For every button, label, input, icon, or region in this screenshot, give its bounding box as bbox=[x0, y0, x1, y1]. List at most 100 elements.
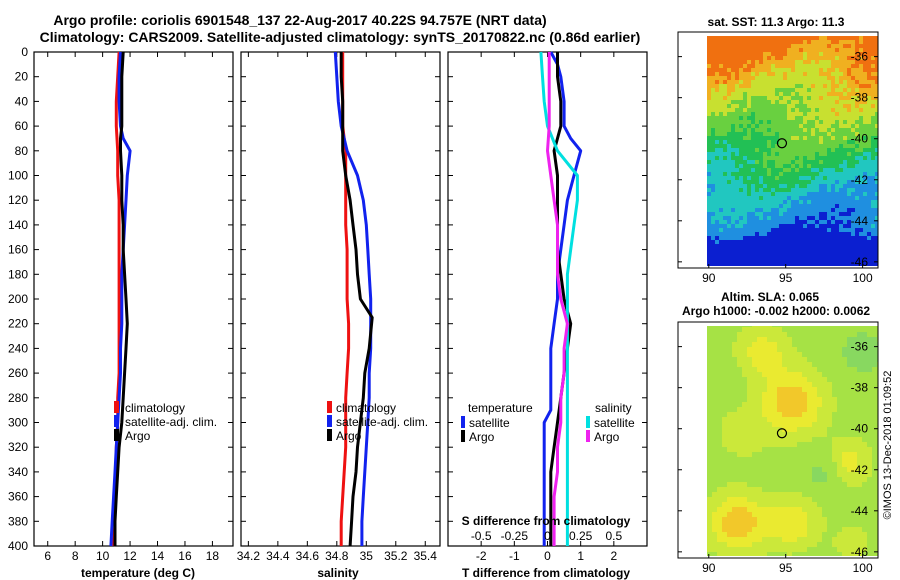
sst-cell bbox=[815, 180, 819, 184]
sst-cell bbox=[823, 228, 827, 232]
sst-cell bbox=[823, 240, 827, 244]
sla-cell bbox=[822, 377, 827, 382]
sla-cell bbox=[757, 337, 762, 342]
sla-cell bbox=[787, 397, 792, 402]
sst-cell bbox=[867, 256, 871, 260]
sst-cell bbox=[859, 264, 863, 266]
sla-cell bbox=[797, 357, 802, 362]
sst-cell bbox=[767, 48, 771, 52]
sst-cell bbox=[719, 160, 723, 164]
sst-cell bbox=[751, 260, 755, 264]
sst-cell bbox=[795, 36, 799, 40]
sst-cell bbox=[747, 108, 751, 112]
sst-cell bbox=[815, 100, 819, 104]
sst-cell bbox=[739, 192, 743, 196]
sst-cell bbox=[743, 64, 747, 68]
sla-cell bbox=[807, 342, 812, 347]
sst-cell bbox=[799, 208, 803, 212]
sst-cell bbox=[827, 232, 831, 236]
sst-cell bbox=[711, 52, 715, 56]
sla-cell bbox=[852, 347, 857, 352]
sst-cell bbox=[791, 40, 795, 44]
sla-cell bbox=[797, 352, 802, 357]
sla-cell bbox=[832, 377, 837, 382]
sst-cell bbox=[771, 252, 775, 256]
sst-cell bbox=[831, 176, 835, 180]
sst-cell bbox=[807, 208, 811, 212]
sst-cell bbox=[771, 208, 775, 212]
sst-cell bbox=[743, 196, 747, 200]
sla-cell bbox=[802, 537, 807, 542]
sla-cell bbox=[747, 502, 752, 507]
sst-cell bbox=[827, 208, 831, 212]
sla-cell bbox=[817, 507, 822, 512]
sst-cell bbox=[863, 172, 867, 176]
sla-cell bbox=[767, 372, 772, 377]
sla-cell bbox=[847, 442, 852, 447]
sst-cell bbox=[843, 80, 847, 84]
sst-cell bbox=[839, 244, 843, 248]
sst-cell bbox=[747, 56, 751, 60]
sla-cell bbox=[707, 512, 712, 517]
sst-cell bbox=[759, 180, 763, 184]
sst-cell bbox=[843, 224, 847, 228]
sla-cell bbox=[737, 472, 742, 477]
sla-cell bbox=[802, 437, 807, 442]
sst-cell bbox=[827, 96, 831, 100]
sst-cell bbox=[727, 100, 731, 104]
sla-cell bbox=[712, 477, 717, 482]
sla-cell bbox=[857, 427, 862, 432]
sst-cell bbox=[715, 68, 719, 72]
sla-cell bbox=[852, 442, 857, 447]
sla-cell bbox=[832, 327, 837, 332]
sla-cell bbox=[852, 362, 857, 367]
sst-cell bbox=[787, 124, 791, 128]
sla-cell bbox=[787, 326, 792, 327]
sst-cell bbox=[715, 88, 719, 92]
sla-cell bbox=[847, 337, 852, 342]
sst-cell bbox=[791, 252, 795, 256]
sst-cell bbox=[807, 168, 811, 172]
sst-cell bbox=[775, 132, 779, 136]
map-y-tick-label: -36 bbox=[851, 340, 869, 354]
sst-cell bbox=[847, 176, 851, 180]
sst-cell bbox=[847, 228, 851, 232]
sst-cell bbox=[715, 56, 719, 60]
sst-cell bbox=[787, 244, 791, 248]
sst-cell bbox=[779, 60, 783, 64]
sla-cell bbox=[857, 437, 862, 442]
sst-cell bbox=[831, 32, 835, 36]
sla-cell bbox=[872, 382, 877, 387]
sst-cell bbox=[783, 148, 787, 152]
sla-cell bbox=[712, 522, 717, 527]
argo-location-marker bbox=[776, 138, 788, 149]
x-tick-label: -2 bbox=[476, 549, 487, 563]
sst-cell bbox=[855, 168, 859, 172]
sla-cell bbox=[777, 542, 782, 547]
sla-cell bbox=[747, 427, 752, 432]
sst-cell bbox=[819, 244, 823, 248]
sla-cell bbox=[767, 326, 772, 327]
sla-cell bbox=[747, 342, 752, 347]
sst-cell bbox=[779, 76, 783, 80]
sst-cell bbox=[719, 124, 723, 128]
sla-cell bbox=[837, 502, 842, 507]
sla-cell bbox=[837, 422, 842, 427]
sst-cell bbox=[715, 236, 719, 240]
sla-cell bbox=[867, 537, 872, 542]
sst-cell bbox=[831, 156, 835, 160]
sst-cell bbox=[835, 236, 839, 240]
sla-cell bbox=[807, 407, 812, 412]
sla-cell bbox=[747, 467, 752, 472]
sla-cell bbox=[727, 326, 732, 327]
sla-cell bbox=[822, 472, 827, 477]
sst-cell bbox=[859, 220, 863, 224]
sla-cell bbox=[772, 417, 777, 422]
sla-cell bbox=[812, 462, 817, 467]
sst-cell bbox=[755, 152, 759, 156]
sla-cell bbox=[707, 522, 712, 527]
sla-cell bbox=[737, 327, 742, 332]
sst-cell bbox=[707, 36, 711, 40]
sla-cell bbox=[842, 512, 847, 517]
sst-cell bbox=[831, 168, 835, 172]
